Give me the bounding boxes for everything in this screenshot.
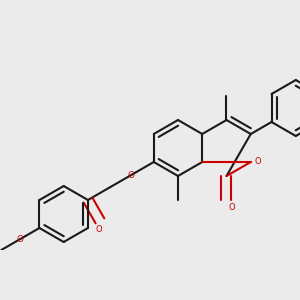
Text: O: O <box>128 170 135 179</box>
Text: O: O <box>255 158 261 166</box>
Text: O: O <box>96 225 102 234</box>
Text: O: O <box>229 203 235 212</box>
Text: O: O <box>16 235 23 244</box>
